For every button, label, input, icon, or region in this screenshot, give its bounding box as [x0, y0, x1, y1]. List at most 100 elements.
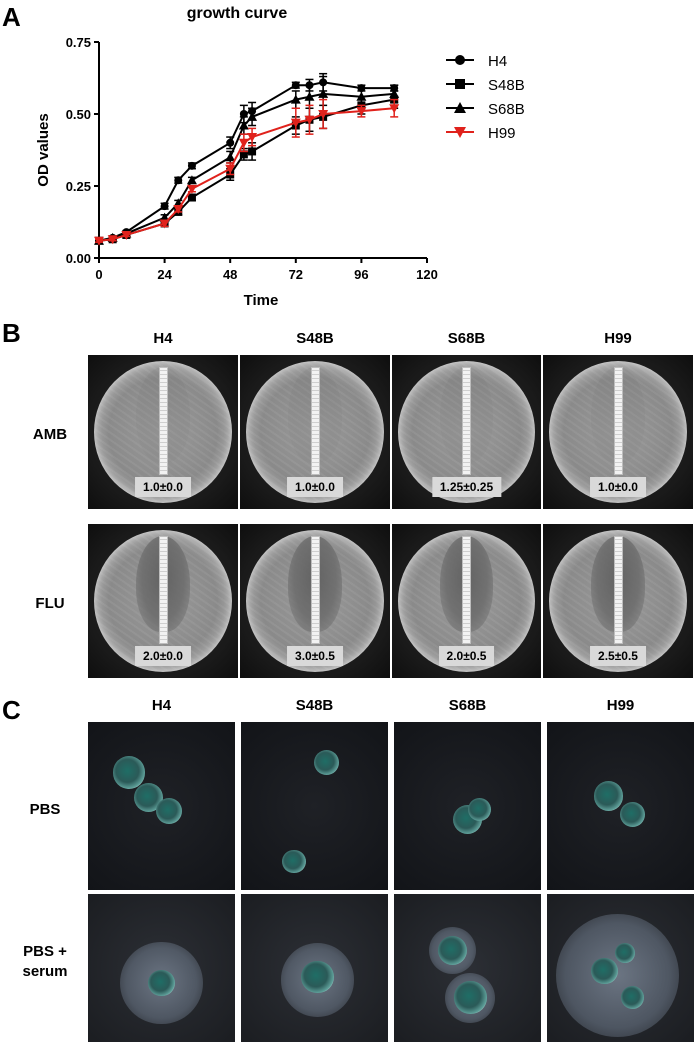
- micrograph: [88, 722, 235, 890]
- data-point: [290, 94, 301, 104]
- mic-value: 1.0±0.0: [590, 476, 646, 497]
- legend-label: S48B: [488, 77, 525, 94]
- etest-row-header: FLU: [35, 595, 65, 612]
- yeast-cell: [313, 749, 339, 775]
- data-point: [247, 133, 258, 143]
- data-point: [239, 110, 248, 118]
- data-point: [356, 91, 367, 101]
- legend-label: H99: [488, 125, 516, 142]
- etest-plate: 2.0±0.5: [392, 524, 541, 678]
- yeast-cell: [620, 985, 645, 1010]
- etest-strip: [613, 367, 623, 476]
- x-tick-label: 48: [223, 267, 237, 282]
- data-point: [107, 235, 118, 245]
- data-point: [304, 115, 315, 125]
- data-point: [238, 138, 249, 148]
- data-point: [159, 219, 170, 229]
- mic-value: 1.0±0.0: [287, 476, 343, 497]
- data-point: [186, 184, 197, 194]
- mic-value: 2.0±0.5: [438, 645, 495, 666]
- yeast-cell: [591, 957, 618, 985]
- micrograph: [547, 894, 694, 1042]
- microscopy-column-header: S48B: [295, 697, 334, 714]
- etest-strip: [310, 367, 320, 476]
- panel-b-label: B: [2, 318, 21, 348]
- legend-label: H4: [488, 53, 507, 70]
- yeast-cell: [619, 801, 645, 827]
- row-label-line: PBS: [29, 801, 61, 818]
- legend-label: S68B: [488, 101, 525, 118]
- yeast-cell: [301, 960, 334, 994]
- chart-title: growth curve: [187, 5, 288, 22]
- x-axis-label: Time: [244, 292, 279, 309]
- etest-plate: 3.0±0.5: [240, 524, 390, 678]
- x-tick-label: 24: [157, 267, 172, 282]
- x-tick-label: 120: [416, 267, 438, 282]
- microscopy-row-header: PBS: [6, 800, 84, 820]
- data-point: [187, 161, 196, 170]
- data-point: [318, 88, 329, 98]
- data-point: [248, 147, 257, 156]
- series-h99: [94, 98, 400, 246]
- yeast-cell: [454, 981, 487, 1014]
- y-tick-label: 0.50: [66, 107, 91, 122]
- etest-strip: [613, 536, 623, 645]
- data-point: [160, 202, 169, 211]
- legend-marker: [455, 55, 465, 65]
- etest-strip: [158, 367, 168, 476]
- microscopy-column-header: H99: [606, 697, 635, 714]
- etest-plate: 1.0±0.0: [240, 355, 390, 509]
- etest-plate: 2.5±0.5: [543, 524, 693, 678]
- etest-plate: 1.0±0.0: [543, 355, 693, 509]
- data-point: [304, 91, 315, 101]
- etest-plate: 1.0±0.0: [88, 355, 238, 509]
- etest-column-header: S68B: [447, 330, 486, 347]
- mic-value: 1.25±0.25: [431, 476, 502, 497]
- data-point: [291, 81, 300, 90]
- mic-value: 3.0±0.5: [287, 645, 343, 666]
- data-point: [225, 164, 236, 174]
- panel-c-label: C: [2, 695, 21, 725]
- micrograph: [241, 894, 388, 1042]
- x-tick-label: 72: [289, 267, 303, 282]
- x-tick-label: 0: [95, 267, 102, 282]
- microscopy-row-header: PBS + serum: [6, 942, 84, 981]
- mic-value: 1.0±0.0: [135, 476, 191, 497]
- yeast-cell: [438, 935, 468, 965]
- micrograph: [241, 722, 388, 890]
- data-point: [389, 104, 400, 114]
- growth-curve-chart: growth curve 0 24 48 72 96 120 0.00 0.25 0.50 0.75…: [35, 5, 525, 309]
- micrograph: [394, 722, 541, 890]
- y-tick-label: 0.75: [66, 35, 91, 50]
- yeast-cell: [282, 849, 306, 874]
- etest-strip: [462, 536, 471, 645]
- legend-marker: [454, 127, 466, 138]
- etest-strip: [158, 536, 168, 645]
- data-point: [318, 110, 329, 119]
- data-point: [173, 205, 184, 215]
- yeast-cell: [155, 797, 183, 825]
- data-point: [186, 175, 197, 185]
- series-h4: [95, 72, 399, 245]
- data-point: [247, 111, 258, 121]
- data-point: [290, 118, 301, 128]
- data-point: [187, 193, 196, 202]
- series-line: [98, 107, 395, 242]
- data-point: [121, 230, 132, 240]
- mic-value: 2.0±0.0: [135, 645, 191, 666]
- data-point: [239, 150, 248, 159]
- panel-a-label: A: [2, 2, 21, 32]
- row-label-line: serum: [22, 962, 68, 980]
- etest-column-header: S48B: [296, 330, 334, 347]
- y-tick-label: 0.25: [66, 179, 91, 194]
- data-point: [225, 152, 236, 162]
- data-point: [356, 107, 367, 117]
- yeast-cell: [148, 969, 175, 997]
- legend-marker: [454, 102, 466, 113]
- etest-plate: 2.0±0.0: [88, 524, 238, 678]
- etest-strip: [462, 367, 471, 476]
- etest-row-header: AMB: [32, 426, 68, 443]
- data-point: [174, 176, 183, 185]
- capsule: [555, 913, 680, 1038]
- micrograph: [88, 894, 235, 1042]
